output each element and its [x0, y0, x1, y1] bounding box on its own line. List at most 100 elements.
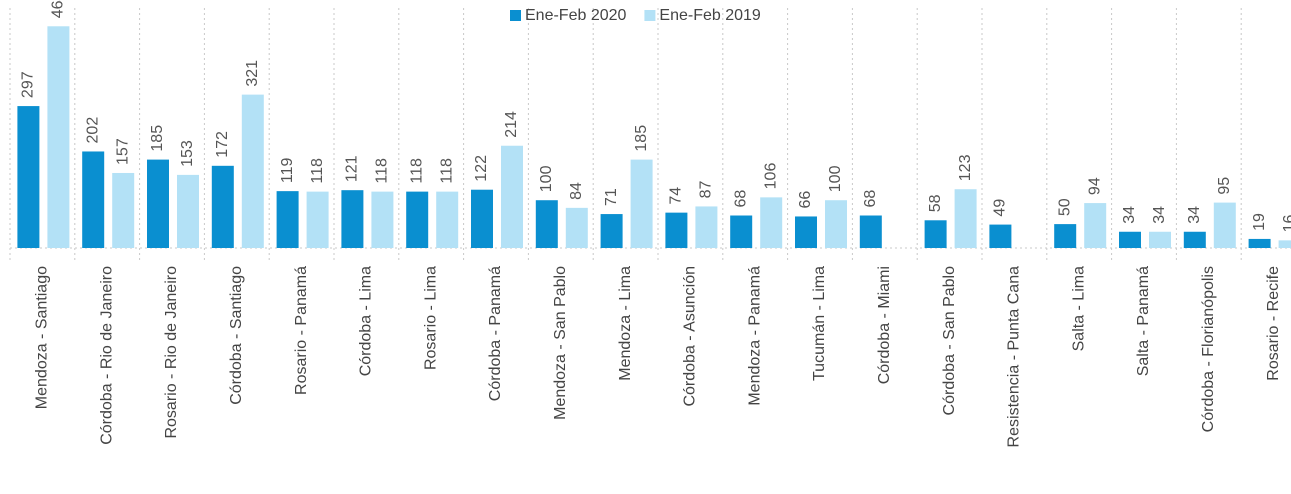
- value-label: 95: [1216, 177, 1233, 195]
- legend-swatch: [510, 10, 521, 21]
- value-label: 214: [503, 111, 520, 138]
- x-tick-label: Mendoza - Santiago: [34, 266, 51, 409]
- value-label: 119: [279, 158, 296, 184]
- value-label: 100: [827, 165, 844, 192]
- value-label: 157: [114, 138, 131, 165]
- value-label: 58: [927, 194, 944, 212]
- bar: [565, 207, 588, 248]
- x-tick-label: Mendoza - San Pablo: [552, 266, 569, 420]
- bar: [1278, 240, 1291, 248]
- x-tick-label: Córdoba - Miami: [876, 266, 893, 384]
- value-label: 16: [1281, 214, 1291, 232]
- value-label: 71: [603, 188, 620, 206]
- value-label: 94: [1086, 177, 1103, 195]
- value-label: 84: [568, 182, 585, 200]
- bar: [1054, 224, 1077, 248]
- bar: [989, 224, 1012, 248]
- value-label: 123: [957, 154, 974, 181]
- bar: [859, 215, 882, 248]
- x-tick-label: Córdoba - Florianópolis: [1200, 266, 1217, 432]
- value-label: 66: [797, 191, 814, 209]
- bar: [501, 145, 523, 248]
- value-label: 19: [1251, 213, 1268, 231]
- x-tick-label: Córdoba - Lima: [358, 266, 375, 376]
- x-tick-label: Salta - Panamá: [1135, 266, 1152, 376]
- bar: [1119, 231, 1141, 248]
- bar: [535, 200, 558, 248]
- bar: [306, 191, 329, 248]
- bar: [954, 189, 977, 248]
- bar: [177, 174, 199, 248]
- value-label: 185: [149, 125, 166, 152]
- value-label: 321: [244, 60, 261, 87]
- bar: [371, 191, 394, 248]
- bar: [341, 190, 364, 248]
- bar: [276, 191, 299, 248]
- bar: [241, 94, 264, 248]
- value-label: 68: [732, 190, 749, 208]
- value-label: 464: [50, 0, 67, 18]
- x-tick-label: Córdoba - Panamá: [487, 266, 504, 401]
- bar: [825, 200, 847, 248]
- bar: [147, 159, 169, 248]
- value-label: 68: [862, 190, 879, 208]
- value-label: 49: [992, 199, 1009, 217]
- x-tick-label: Córdoba - San Pablo: [941, 266, 958, 416]
- bar: [47, 26, 70, 248]
- bar: [471, 189, 493, 248]
- value-label: 87: [698, 181, 715, 199]
- bar: [211, 165, 234, 248]
- value-label: 153: [179, 140, 196, 167]
- bar: [665, 212, 688, 248]
- bar: [924, 220, 947, 248]
- bar: [760, 197, 783, 248]
- x-tick-label: Rosario - Lima: [422, 266, 439, 370]
- x-tick-label: Rosario - Panamá: [293, 266, 310, 395]
- bar: [795, 216, 817, 248]
- x-tick-label: Resistencia - Punta Cana: [1006, 266, 1023, 448]
- bar: [1183, 231, 1206, 248]
- value-label: 118: [374, 158, 391, 184]
- legend-label: Ene-Feb 2020: [525, 7, 627, 24]
- value-label: 118: [408, 158, 425, 184]
- x-tick-label: Salta - Lima: [1070, 266, 1087, 351]
- x-tick-label: Córdoba - Rio de Janeiro: [98, 266, 115, 445]
- bar: [730, 215, 753, 248]
- x-tick-label: Tucumán - Lima: [811, 266, 828, 381]
- legend-swatch: [644, 10, 656, 21]
- value-label: 106: [762, 163, 779, 190]
- bar: [82, 151, 105, 248]
- value-label: 50: [1056, 198, 1073, 216]
- legend-label: Ene-Feb 2019: [659, 7, 761, 24]
- bar: [600, 214, 623, 248]
- bar: [406, 191, 429, 248]
- bar: [1084, 203, 1107, 248]
- value-label: 34: [1151, 206, 1168, 224]
- x-tick-label: Rosario - Recife: [1265, 266, 1282, 381]
- value-label: 34: [1186, 206, 1203, 224]
- value-label: 118: [309, 158, 326, 184]
- value-label: 74: [668, 187, 685, 205]
- value-label: 172: [214, 131, 231, 158]
- bar: [17, 106, 40, 248]
- bar: [436, 191, 459, 248]
- value-label: 297: [20, 71, 37, 98]
- bar: [630, 159, 653, 248]
- x-tick-label: Mendoza - Panamá: [746, 266, 763, 406]
- value-label: 100: [538, 165, 555, 192]
- bar: [1213, 202, 1236, 248]
- bar: [695, 206, 718, 248]
- bar: [112, 172, 135, 248]
- bar: [1149, 231, 1171, 248]
- x-tick-label: Rosario - Rio de Janeiro: [163, 266, 180, 439]
- x-tick-label: Córdoba - Asunción: [682, 266, 699, 407]
- x-tick-label: Córdoba - Santiago: [228, 266, 245, 405]
- value-label: 121: [344, 155, 361, 182]
- x-tick-label: Mendoza - Lima: [617, 266, 634, 381]
- bar: [1248, 238, 1271, 248]
- value-label: 122: [473, 155, 490, 182]
- value-label: 185: [633, 125, 650, 152]
- value-label: 118: [438, 158, 455, 184]
